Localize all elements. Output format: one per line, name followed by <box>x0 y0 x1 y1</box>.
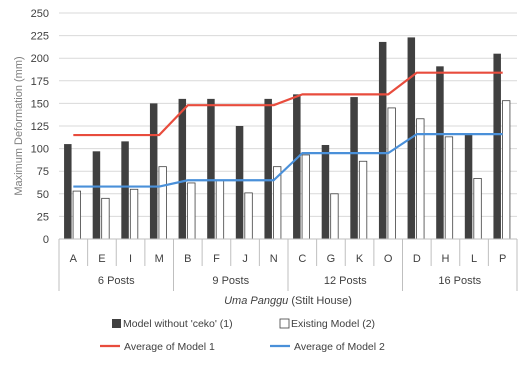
x-tick-label-P: P <box>499 253 506 265</box>
bar-model1-E <box>92 151 101 239</box>
y-tick-label: 225 <box>31 31 49 43</box>
bar-model1-B <box>178 98 187 239</box>
legend-item-2: Existing Model (2) <box>279 318 375 330</box>
bar-model2-D <box>416 118 425 240</box>
y-tick-label: 125 <box>31 121 49 133</box>
axis-layer: 0 25 50 75 100 125 150 175 200 225 250 Maximum Defo… <box>13 8 518 307</box>
bar-model2-C <box>301 154 310 240</box>
x-axis-label-rest: (Stilt House) <box>288 295 352 307</box>
x-tick-label-F: F <box>213 253 220 265</box>
group-label: 12 Posts <box>324 275 367 287</box>
x-tick-label-N: N <box>270 253 278 265</box>
y-tick-label: 250 <box>31 8 49 20</box>
bar-model2-J <box>244 192 253 240</box>
bar-model2-B <box>187 182 196 240</box>
legend-layer: Model without 'ceko' (1) Existing Model (… <box>100 318 385 353</box>
bar-model1-A <box>64 144 72 239</box>
x-tick-label-K: K <box>356 253 364 265</box>
bar-model1-F <box>207 98 215 239</box>
x-tick-label-B: B <box>184 253 191 265</box>
bar-model1-N <box>264 98 272 239</box>
x-tick-label-A: A <box>70 253 78 265</box>
y-tick-label: 0 <box>43 234 49 246</box>
bar-model2-L <box>473 178 482 240</box>
legend-item-1: Model without 'ceko' (1) <box>112 318 233 330</box>
x-tick-label-L: L <box>471 253 477 265</box>
bar-model2-G <box>330 193 339 240</box>
y-axis-label: Maximum Deformation (mm) <box>13 56 25 195</box>
bar-model2-O <box>387 107 396 240</box>
bar-model2-A <box>72 190 81 240</box>
y-tick-label: 75 <box>37 166 49 178</box>
group-label: 9 Posts <box>212 275 249 287</box>
bar-model1-J <box>235 126 244 239</box>
y-tick-label: 25 <box>37 211 49 223</box>
y-tick-label: 150 <box>31 98 49 110</box>
lines-layer <box>73 71 503 188</box>
legend-item-3: Average of Model 1 <box>100 341 215 353</box>
x-tick-label-J: J <box>242 253 248 265</box>
x-axis-label-italic: Uma Panggu <box>224 295 288 307</box>
bar-model1-M <box>149 103 158 240</box>
legend-label: Model without 'ceko' (1) <box>123 318 233 330</box>
bar-model1-K <box>350 97 358 240</box>
bars-layer <box>64 37 511 240</box>
bar-model2-P <box>502 100 511 240</box>
x-tick-label-H: H <box>441 253 449 265</box>
bar-model1-P <box>493 53 501 240</box>
x-tick-label-E: E <box>98 253 105 265</box>
average-model2-line <box>73 133 503 188</box>
x-tick-label-D: D <box>413 253 421 265</box>
x-axis-label: Uma Panggu (Stilt House) <box>224 295 352 307</box>
x-tick-label-I: I <box>129 253 132 265</box>
bar-model2-F <box>215 179 225 240</box>
average-model1-line <box>73 71 503 137</box>
legend-label: Average of Model 2 <box>294 341 385 353</box>
legend-label: Average of Model 1 <box>124 341 215 353</box>
bar-model1-L <box>464 133 473 239</box>
legend-swatch <box>112 319 121 328</box>
group-label: 6 Posts <box>98 275 135 287</box>
bar-model2-K <box>358 160 368 240</box>
legend-item-4: Average of Model 2 <box>270 341 385 353</box>
x-tick-label-M: M <box>155 253 164 265</box>
x-tick-label-C: C <box>298 253 306 265</box>
x-tick-label-O: O <box>384 253 393 265</box>
legend-swatch <box>279 318 290 329</box>
bar-model1-H <box>436 66 444 239</box>
bar-model2-E <box>101 197 110 240</box>
group-label: 16 Posts <box>438 275 481 287</box>
bar-model1-C <box>293 94 301 239</box>
y-tick-label: 175 <box>31 76 49 88</box>
bar-model2-H <box>444 136 454 240</box>
y-tick-label: 50 <box>37 189 49 201</box>
bar-model1-O <box>378 41 387 239</box>
y-tick-label: 100 <box>31 144 49 156</box>
y-tick-label: 200 <box>31 53 49 65</box>
bar-model1-I <box>121 141 129 239</box>
x-tick-label-G: G <box>327 253 336 265</box>
bar-model2-M <box>158 166 167 240</box>
legend-label: Existing Model (2) <box>291 318 375 330</box>
bar-model1-G <box>321 144 330 239</box>
bar-model2-I <box>129 188 139 240</box>
